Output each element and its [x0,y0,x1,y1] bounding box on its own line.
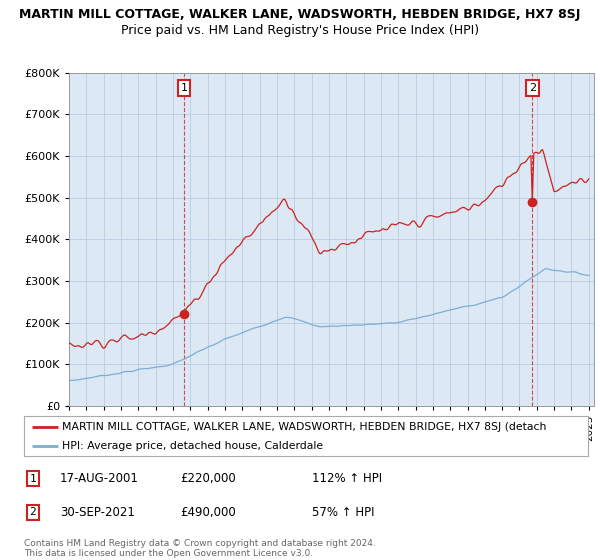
Text: £490,000: £490,000 [180,506,236,519]
Text: 2: 2 [29,507,37,517]
Text: 1: 1 [181,83,187,93]
Text: 112% ↑ HPI: 112% ↑ HPI [312,472,382,486]
Text: £220,000: £220,000 [180,472,236,486]
Text: 17-AUG-2001: 17-AUG-2001 [60,472,139,486]
Text: MARTIN MILL COTTAGE, WALKER LANE, WADSWORTH, HEBDEN BRIDGE, HX7 8SJ (detach: MARTIN MILL COTTAGE, WALKER LANE, WADSWO… [62,422,547,432]
Text: HPI: Average price, detached house, Calderdale: HPI: Average price, detached house, Cald… [62,441,323,450]
Text: 1: 1 [29,474,37,484]
Text: 30-SEP-2021: 30-SEP-2021 [60,506,135,519]
Text: 57% ↑ HPI: 57% ↑ HPI [312,506,374,519]
Text: Price paid vs. HM Land Registry's House Price Index (HPI): Price paid vs. HM Land Registry's House … [121,24,479,37]
Text: 2: 2 [529,83,536,93]
Text: MARTIN MILL COTTAGE, WALKER LANE, WADSWORTH, HEBDEN BRIDGE, HX7 8SJ: MARTIN MILL COTTAGE, WALKER LANE, WADSWO… [19,8,581,21]
Text: Contains HM Land Registry data © Crown copyright and database right 2024.
This d: Contains HM Land Registry data © Crown c… [24,539,376,558]
